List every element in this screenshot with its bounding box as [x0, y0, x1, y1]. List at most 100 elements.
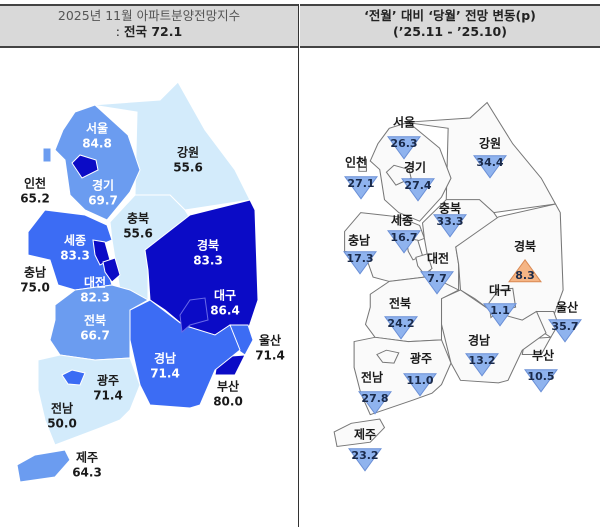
- right-region-name: 대구: [488, 283, 512, 298]
- left-header-title: 2025년 11월 아파트분양전망지수: [57, 8, 241, 23]
- decrease-triangle-icon: 27.1: [344, 176, 378, 200]
- region-name: 제주: [75, 450, 99, 465]
- region-index-value: 83.3: [60, 248, 90, 263]
- region-jeju: [16, 449, 71, 483]
- region-index-value: 75.0: [20, 280, 50, 295]
- region-gyeonggi: [54, 104, 141, 221]
- left-region-label: 전남 50.0: [47, 400, 77, 431]
- region-name: 대전: [83, 275, 107, 290]
- left-region-label: 대전 82.3: [80, 274, 110, 305]
- left-region-label: 충남 75.0: [20, 264, 50, 295]
- region-name: 전북: [83, 313, 107, 328]
- region-name: 광주: [96, 373, 120, 388]
- decrease-triangle-icon: 1.1: [483, 303, 517, 327]
- right-region-name: 제주: [353, 427, 377, 442]
- region-index-value: 69.7: [88, 193, 118, 208]
- change-value: 7.7: [427, 271, 447, 285]
- change-value: 33.3: [436, 214, 464, 228]
- left-region-label: 경기 69.7: [88, 177, 118, 208]
- right-region-name: 세종: [390, 213, 414, 228]
- region-jeonbuk: [49, 284, 150, 361]
- region-index-value: 55.6: [123, 226, 153, 241]
- left-region-label: 충북 55.6: [123, 210, 153, 241]
- change-value: 23.2: [351, 448, 379, 462]
- prefix: :: [115, 24, 124, 39]
- change-value: 34.4: [476, 155, 504, 169]
- right-region-name: 충남: [347, 233, 371, 248]
- change-value: 13.2: [468, 353, 496, 367]
- region-index-value: 84.8: [82, 136, 112, 151]
- increase-triangle-icon: 8.3: [508, 258, 542, 283]
- region-name: 경북: [196, 238, 220, 253]
- region-index-value: 50.0: [47, 416, 77, 431]
- decrease-triangle-icon: 17.3: [343, 251, 377, 275]
- right-header-period: (’25.11 - ’25.10): [393, 24, 507, 39]
- left-region-label: 세종 83.3: [60, 232, 90, 263]
- right-region-name: 서울: [392, 115, 416, 130]
- decrease-triangle-icon: 16.7: [387, 230, 421, 254]
- decrease-triangle-icon: 24.2: [384, 316, 418, 340]
- change-value: 16.7: [390, 230, 418, 244]
- right-region-name: 충북: [438, 201, 462, 216]
- region-name: 충북: [126, 211, 150, 226]
- region-gwangju: [61, 369, 86, 386]
- right-region-name: 경북: [513, 239, 537, 254]
- right-region-name: 인천: [344, 155, 368, 170]
- change-value: 10.5: [527, 369, 555, 383]
- region-name: 대구: [213, 288, 237, 303]
- decrease-triangle-icon: 27.8: [358, 391, 392, 415]
- region-index-value: 82.3: [80, 290, 110, 305]
- region-daejeon: [102, 257, 121, 283]
- change-value: 26.3: [390, 136, 418, 150]
- region-index-value: 83.3: [193, 253, 223, 268]
- right-header-title: ‘전월’ 대비 ‘당월’ 전망 변동(p): [364, 8, 536, 23]
- change-value: 35.7: [551, 319, 579, 333]
- right-header: ‘전월’ 대비 ‘당월’ 전망 변동(p) (’25.11 - ’25.10): [300, 4, 600, 48]
- decrease-triangle-icon: 23.2: [348, 448, 382, 472]
- column-divider: [298, 4, 299, 527]
- left-region-label: 강원 55.6: [173, 144, 203, 175]
- right-region-name: 전북: [388, 296, 412, 311]
- left-header-national: : 전국 72.1: [0, 24, 298, 40]
- change-value: 27.1: [347, 176, 375, 190]
- region-index-value: 80.0: [213, 394, 243, 409]
- left-region-label: 경남 71.4: [150, 350, 180, 381]
- region-name: 인천: [23, 176, 47, 191]
- region-daegu: [179, 297, 209, 334]
- left-choropleth-map: [16, 81, 259, 483]
- left-region-label: 제주 64.3: [72, 449, 102, 480]
- decrease-triangle-icon: 34.4: [473, 155, 507, 179]
- left-region-label: 부산 80.0: [213, 378, 243, 409]
- change-value: 8.3: [515, 268, 535, 282]
- right-region-name: 경기: [403, 160, 427, 175]
- decrease-triangle-icon: 27.4: [401, 178, 435, 202]
- change-value: 1.1: [490, 303, 510, 317]
- right-region-name: 전남: [360, 370, 384, 385]
- region-index-value: 71.4: [150, 366, 180, 381]
- change-value: 24.2: [387, 316, 415, 330]
- left-region-label: 광주 71.4: [93, 372, 123, 403]
- right-region-name: 대전: [426, 251, 450, 266]
- decrease-triangle-icon: 35.7: [548, 319, 582, 343]
- region-name: 충남: [23, 265, 47, 280]
- decrease-triangle-icon: 33.3: [433, 214, 467, 238]
- region-name: 강원: [176, 145, 200, 160]
- national-index: 전국 72.1: [123, 24, 183, 39]
- left-region-label: 전북 66.7: [80, 312, 110, 343]
- change-value: 27.4: [404, 178, 432, 192]
- left-region-label: 인천 65.2: [20, 175, 50, 206]
- region-name: 경남: [153, 351, 177, 366]
- left-header: 2025년 11월 아파트분양전망지수 : 전국 72.1: [0, 4, 298, 48]
- right-region-name: 광주: [409, 351, 433, 366]
- right-region-name: 부산: [531, 348, 555, 363]
- left-region-label: 경북 83.3: [193, 237, 223, 268]
- left-region-label: 서울 84.8: [82, 120, 112, 151]
- region-seoul: [71, 154, 99, 179]
- region-jeju-outline: [333, 418, 386, 448]
- decrease-triangle-icon: 13.2: [465, 353, 499, 377]
- region-name: 부산: [216, 379, 240, 394]
- right-region-name: 경남: [467, 333, 491, 348]
- region-index-value: 64.3: [72, 465, 102, 480]
